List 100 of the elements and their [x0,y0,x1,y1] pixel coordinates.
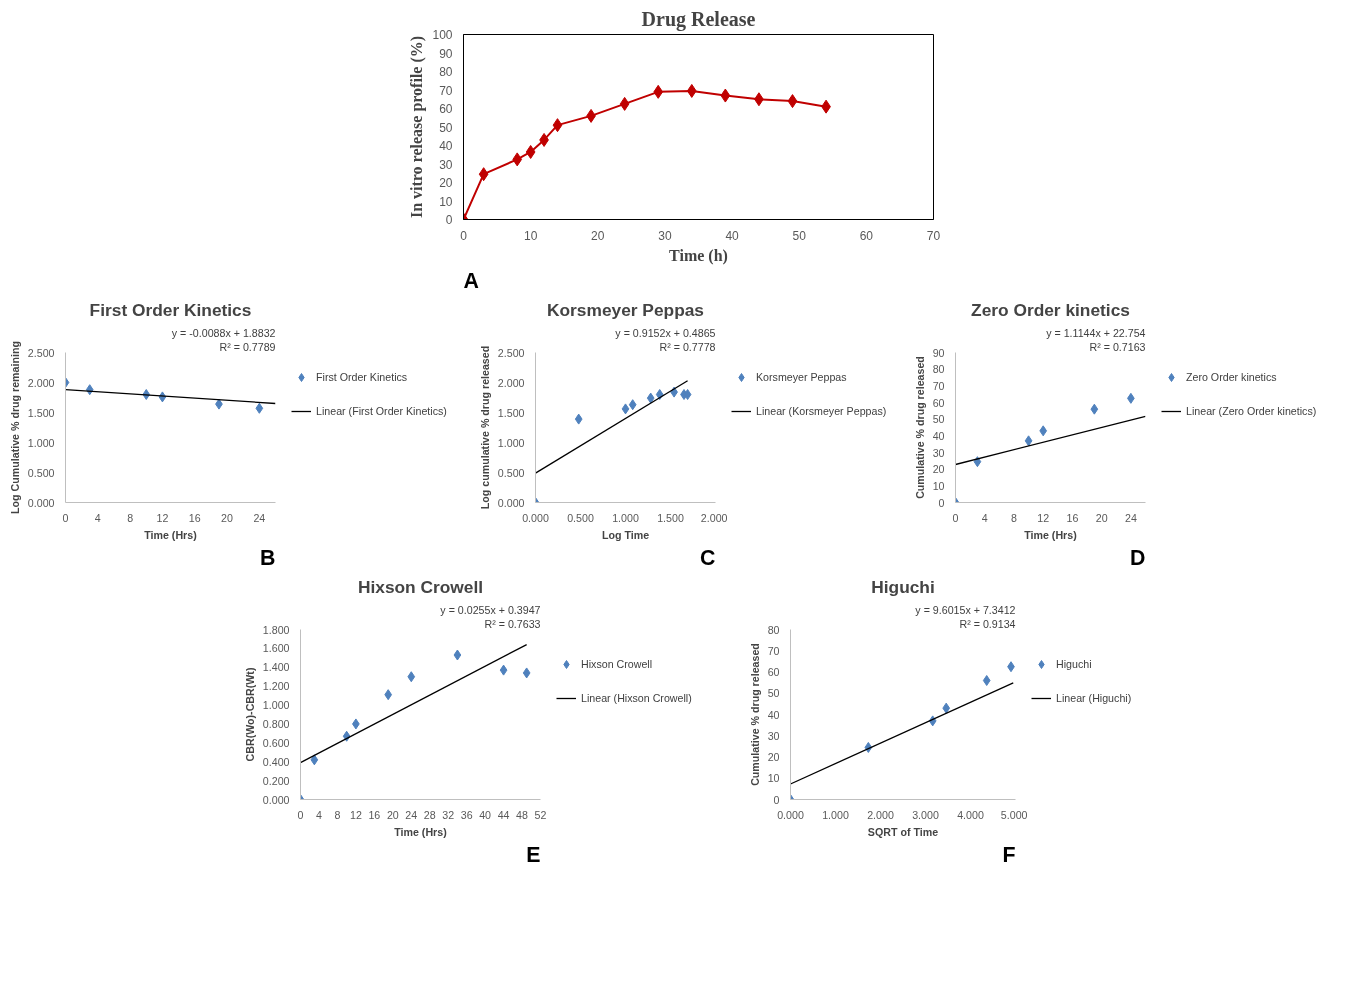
x-tick-label: 20 [1095,511,1108,524]
x-tick-label: 48 [516,808,529,821]
y-tick-label: 20 [439,176,453,190]
y-tick-label: 0.600 [262,736,290,749]
text: F [1002,842,1016,867]
y-tick-label: 60 [439,102,453,116]
y-tick-label: 0.000 [262,793,290,806]
legend-label: Hixson Crowell [581,657,653,670]
text: y = 1.1144x + 22.754 [1046,326,1146,339]
y-tick-label: 2.000 [27,376,55,389]
text: y = 9.6015x + 7.3412 [915,603,1016,616]
y-tick-label: 0.800 [262,717,290,730]
y-tick-label: 100 [432,28,453,42]
chart-title: Korsmeyer Peppas [547,299,704,320]
y-tick-label: 30 [439,157,453,172]
y-tick-label: 90 [439,46,453,61]
y-tick-label: 0 [773,793,780,806]
annotation: R² = 0.7163 [1089,340,1146,353]
y-tick-label: 70 [932,379,945,392]
x-tick-label: 8 [127,511,134,524]
x-tick-label: 0.500 [567,511,594,524]
x-tick-label: 5.000 [1000,808,1028,821]
y-tick-label: 0.000 [497,496,525,509]
x-tick-label: 16 [1066,511,1079,524]
y-axis-title: CBR(Wo)-CBR(Wt) [243,667,256,762]
text: y = -0.0088x + 1.8832 [171,326,276,339]
y-tick-label: 20 [767,751,780,763]
text: D [1130,545,1146,570]
x-tick-label: 3.000 [912,808,939,821]
y-tick-label: 50 [439,120,453,135]
x-tick-label: 0.000 [777,808,804,821]
x-tick-label: 20 [591,228,605,243]
text: B [260,545,276,570]
legend-label: Korsmeyer Peppas [756,370,847,383]
y-tick-label: 1.000 [497,436,525,449]
x-tick-label: 24 [1124,511,1137,524]
y-tick-label: 30 [932,446,945,459]
y-tick-label: 0.400 [262,755,290,768]
x-tick-label: 0 [297,808,304,821]
y-axis-title: Cumulative % drug released [748,643,761,786]
x-tick-label: 12 [1037,511,1050,524]
y-tick-label: 10 [932,479,945,492]
x-tick-label: 4 [316,808,322,821]
y-tick-label: 50 [932,413,945,426]
y-tick-label: 40 [439,139,453,153]
text: y = 0.0255x + 0.3947 [440,603,541,616]
x-axis-title: Time (Hrs) [1024,528,1078,541]
legend-label: Linear (Korsmeyer Peppas) [756,404,887,417]
x-tick-label: 50 [792,228,807,243]
x-tick-label: 2.000 [867,808,894,821]
x-tick-label: 1.000 [822,808,849,821]
y-tick-label: 0.000 [27,496,55,509]
annotation: R² = 0.9134 [959,617,1016,630]
y-axis-title: Cumulative % drug released [913,356,926,499]
annotation: R² = 0.7778 [659,340,716,353]
legend-label: First Order Kinetics [316,370,408,383]
y-tick-label: 80 [767,623,780,636]
chart-title: Higuchi [871,576,935,597]
y-tick-label: 2.500 [27,346,55,359]
y-tick-label: 10 [767,772,780,785]
annotation: R² = 0.7789 [219,340,276,353]
legend-label: Higuchi [1056,657,1092,670]
y-tick-label: 1.600 [262,642,290,655]
y-tick-label: 0 [938,496,945,509]
x-tick-label: 1.500 [657,511,684,524]
y-tick-label: 0.500 [497,466,525,479]
y-tick-label: 1.400 [262,661,290,674]
y-axis-title: In vitro release profile (%) [408,35,427,219]
x-tick-label: 40 [725,228,740,243]
x-axis-title: Time (h) [669,246,728,265]
x-tick-label: 10 [523,228,538,243]
x-tick-label: 16 [368,808,381,821]
y-tick-label: 1.800 [262,623,290,636]
y-tick-label: 0.200 [262,774,290,787]
x-tick-label: 4 [94,511,101,524]
y-tick-label: 30 [767,729,780,742]
y-tick-label: 0.500 [27,466,55,479]
y-tick-label: 40 [767,708,780,721]
chart-title: Drug Release [641,7,756,31]
legend-label: Zero Order kinetics [1186,370,1277,383]
y-tick-label: 80 [439,65,453,79]
y-tick-label: 90 [932,346,945,359]
x-tick-label: 4 [981,511,988,524]
x-axis-title: Log Time [601,528,650,541]
y-tick-label: 1.000 [27,436,55,449]
x-tick-label: 4.000 [957,808,984,821]
x-axis-title: Time (Hrs) [394,825,448,838]
legend-label: Linear (Hixson Crowell) [581,691,692,704]
x-tick-label: 12 [349,808,362,821]
x-tick-label: 30 [658,228,672,243]
legend-label: Linear (Higuchi) [1056,691,1132,704]
annotation: R² = 0.7633 [484,617,541,630]
text: y = 0.9152x + 0.4865 [615,326,716,339]
x-tick-label: 24 [253,511,266,524]
x-tick-label: 20 [221,511,234,524]
x-tick-label: 36 [460,808,473,821]
y-tick-label: 80 [932,363,945,376]
x-tick-label: 0.000 [522,511,549,524]
x-tick-label: 40 [479,808,492,821]
y-tick-label: 60 [767,666,780,678]
